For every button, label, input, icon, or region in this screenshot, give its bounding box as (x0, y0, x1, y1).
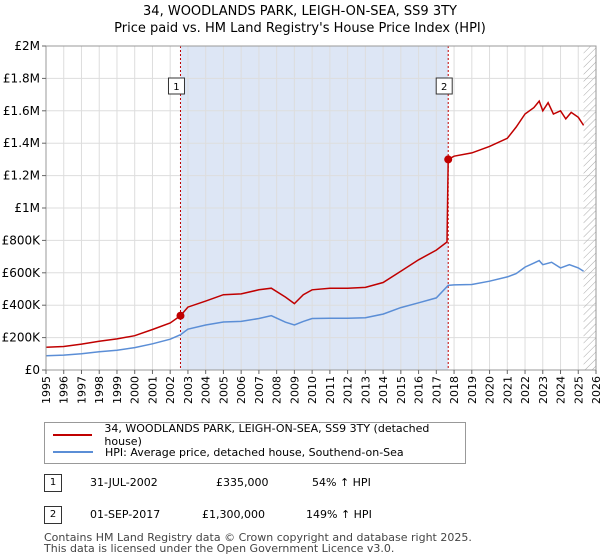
x-tick-label: 2018 (448, 376, 461, 404)
price-chart: 1 2 1995 1996 1997 1998 1999 2000 2001 2002 2003 2… (2, 39, 600, 404)
y-tick-label: £600K (2, 266, 42, 280)
x-tick-label: 1999 (111, 376, 124, 404)
sale-point (444, 155, 453, 164)
x-tick-label: 2010 (306, 376, 319, 404)
y-tick-label: £1.4M (3, 136, 40, 150)
transaction-marker-badge: 2 (44, 506, 62, 524)
x-tick-label: 1996 (58, 376, 71, 404)
annotation-label: 2 (441, 82, 447, 93)
x-tick-label: 2015 (395, 376, 408, 404)
chart-legend: 34, WOODLANDS PARK, LEIGH-ON-SEA, SS9 3T… (44, 422, 466, 464)
annotation-box (167, 77, 185, 95)
x-tick-label: 2004 (200, 376, 213, 404)
x-tick-label: 2001 (146, 376, 159, 404)
x-tick-label: 2020 (484, 376, 497, 404)
y-tick-label: £1.2M (3, 169, 40, 183)
annotation-box (435, 77, 453, 95)
y-tick-label: £0 (25, 363, 40, 377)
x-tick-label: 2024 (555, 376, 568, 404)
y-tick-label: £1M (14, 201, 40, 215)
x-tick-label: 2025 (572, 376, 585, 404)
footer-attribution: Contains HM Land Registry data © Crown c… (44, 532, 472, 554)
x-tick-label: 2019 (466, 376, 479, 404)
x-tick-label: 2026 (590, 376, 600, 404)
legend-label-property: 34, WOODLANDS PARK, LEIGH-ON-SEA, SS9 3T… (104, 422, 430, 448)
x-tick-label: 2017 (430, 376, 443, 404)
chart-title-line2: Price paid vs. HM Land Registry's House … (114, 21, 486, 36)
x-tick-label: 2006 (235, 376, 248, 404)
x-tick-label: 2016 (413, 376, 426, 404)
x-tick-label: 2011 (324, 376, 337, 404)
forecast-hatch-region (583, 46, 596, 370)
x-tick-label: 2022 (519, 376, 532, 404)
x-tick-label: 2009 (288, 376, 301, 404)
transaction-price: £1,300,000 (202, 508, 265, 521)
legend-item-property: 34, WOODLANDS PARK, LEIGH-ON-SEA, SS9 3T… (53, 422, 465, 448)
x-tick-label: 1998 (93, 376, 106, 404)
x-tick-label: 2014 (377, 376, 390, 404)
transaction-price: £335,000 (216, 476, 269, 489)
x-tick-label: 2012 (342, 376, 355, 404)
transaction-hpi-change: 54% ↑ HPI (312, 476, 371, 489)
x-tick-label: 2007 (253, 376, 266, 404)
y-tick-label: £800K (2, 233, 42, 247)
x-tick-label: 2003 (182, 376, 195, 404)
x-tick-label: 1997 (75, 376, 88, 404)
x-tick-label: 2000 (129, 376, 142, 404)
y-tick-label: £1.8M (3, 71, 40, 85)
transaction-hpi-change: 149% ↑ HPI (306, 508, 372, 521)
x-tick-label: 1995 (40, 376, 53, 404)
x-tick-label: 2005 (217, 376, 230, 404)
transaction-marker-badge: 1 (44, 474, 62, 492)
y-tick-label: £1.6M (3, 104, 40, 118)
footer-line-2: This data is licensed under the Open Gov… (44, 542, 395, 555)
legend-label-hpi: HPI: Average price, detached house, Sout… (105, 445, 404, 459)
x-tick-label: 2013 (359, 376, 372, 404)
legend-item-hpi: HPI: Average price, detached house, Sout… (53, 444, 404, 460)
x-tick-label: 2008 (271, 376, 284, 404)
x-tick-label: 2021 (501, 376, 514, 404)
y-tick-label: £400K (2, 298, 42, 312)
footer-line-1: Contains HM Land Registry data © Crown c… (44, 531, 472, 544)
hpi-line (45, 259, 584, 357)
annotation-label: 1 (173, 82, 179, 93)
legend-swatch-property (53, 434, 93, 436)
chart-title-line1: 34, WOODLANDS PARK, LEIGH-ON-SEA, SS9 3T… (143, 4, 457, 19)
property-price-line (45, 99, 585, 349)
y-tick-label: £2M (14, 39, 40, 53)
x-tick-label: 2023 (537, 376, 550, 404)
sale-point (176, 311, 185, 320)
legend-swatch-hpi (53, 451, 93, 453)
transaction-date: 01-SEP-2017 (90, 508, 161, 521)
x-tick-label: 2002 (164, 376, 177, 404)
y-tick-label: £200K (2, 331, 42, 345)
transaction-date: 31-JUL-2002 (90, 476, 158, 489)
